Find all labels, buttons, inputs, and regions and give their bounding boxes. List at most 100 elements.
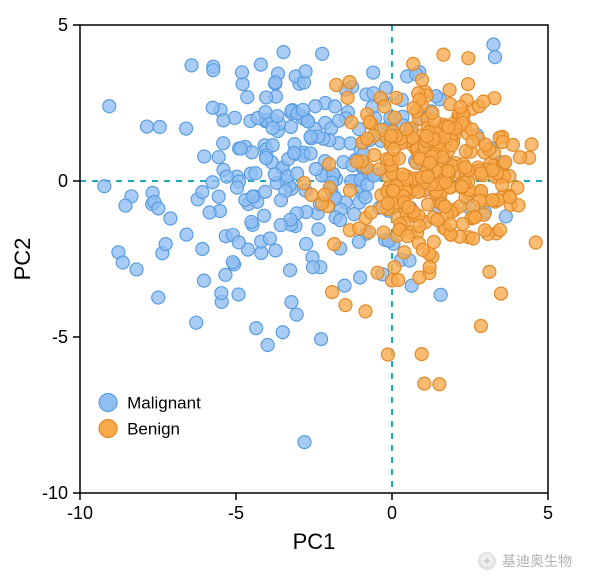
x-tick-label: -10 bbox=[67, 503, 93, 523]
data-point bbox=[431, 213, 444, 226]
data-point bbox=[241, 91, 254, 104]
data-point bbox=[442, 165, 455, 178]
data-point bbox=[306, 261, 319, 274]
data-point bbox=[284, 264, 297, 277]
data-point bbox=[309, 162, 322, 175]
data-point bbox=[387, 143, 400, 156]
legend-label: Benign bbox=[127, 420, 180, 439]
data-point bbox=[416, 243, 429, 256]
y-tick-label: 5 bbox=[58, 15, 68, 35]
data-point bbox=[159, 238, 172, 251]
data-point bbox=[427, 236, 440, 249]
data-point bbox=[315, 333, 328, 346]
data-point bbox=[363, 115, 376, 128]
data-point bbox=[396, 168, 409, 181]
data-point bbox=[103, 100, 116, 113]
y-tick-label: -10 bbox=[42, 483, 68, 503]
data-point bbox=[212, 151, 225, 164]
data-point bbox=[309, 100, 322, 113]
data-point bbox=[140, 120, 153, 133]
data-point bbox=[226, 256, 239, 269]
data-point bbox=[368, 148, 381, 161]
watermark: ✦ 基迪奥生物 bbox=[478, 551, 572, 571]
data-point bbox=[361, 132, 374, 145]
data-point bbox=[339, 299, 352, 312]
data-point bbox=[234, 142, 247, 155]
data-point bbox=[423, 156, 436, 169]
data-point bbox=[461, 78, 474, 91]
data-point bbox=[198, 150, 211, 163]
pca-scatter-container: -10-505-10-505PC1PC2MalignantBenign ✦ 基迪… bbox=[0, 0, 590, 583]
data-point bbox=[421, 198, 434, 211]
data-point bbox=[164, 212, 177, 225]
data-point bbox=[300, 237, 313, 250]
data-point bbox=[385, 129, 398, 142]
data-point bbox=[332, 114, 345, 127]
data-point bbox=[219, 268, 232, 281]
data-point bbox=[459, 161, 472, 174]
data-point bbox=[415, 348, 428, 361]
data-point bbox=[388, 261, 401, 274]
data-point bbox=[212, 190, 225, 203]
data-point bbox=[328, 238, 341, 251]
x-axis-label: PC1 bbox=[293, 529, 336, 554]
y-axis-label: PC2 bbox=[10, 238, 35, 281]
data-point bbox=[196, 186, 209, 199]
data-point bbox=[365, 206, 378, 219]
data-point bbox=[296, 103, 309, 116]
data-point bbox=[381, 348, 394, 361]
data-point bbox=[153, 121, 166, 134]
data-point bbox=[246, 190, 259, 203]
x-tick-label: 0 bbox=[387, 503, 397, 523]
data-point bbox=[269, 76, 282, 89]
data-point bbox=[290, 308, 303, 321]
data-point bbox=[312, 223, 325, 236]
data-point bbox=[152, 202, 165, 215]
data-point bbox=[483, 265, 496, 278]
data-point bbox=[305, 188, 318, 201]
data-point bbox=[260, 152, 273, 165]
data-point bbox=[525, 138, 538, 151]
legend-swatch bbox=[99, 420, 117, 438]
data-point bbox=[343, 76, 356, 89]
data-point bbox=[197, 274, 210, 287]
data-point bbox=[487, 38, 500, 51]
x-tick-label: 5 bbox=[543, 503, 553, 523]
data-point bbox=[387, 184, 400, 197]
watermark-text: 基迪奥生物 bbox=[502, 551, 572, 571]
data-point bbox=[232, 236, 245, 249]
data-point bbox=[323, 158, 336, 171]
data-point bbox=[316, 47, 329, 60]
data-point bbox=[196, 242, 209, 255]
data-point bbox=[367, 66, 380, 79]
data-point bbox=[426, 106, 439, 119]
data-point bbox=[235, 66, 248, 79]
data-point bbox=[269, 244, 282, 257]
y-tick-label: -5 bbox=[52, 327, 68, 347]
data-point bbox=[413, 219, 426, 232]
data-point bbox=[152, 291, 165, 304]
data-point bbox=[377, 226, 390, 239]
data-point bbox=[407, 57, 420, 70]
data-point bbox=[304, 130, 317, 143]
data-point bbox=[277, 46, 290, 59]
data-point bbox=[439, 200, 452, 213]
data-point bbox=[185, 59, 198, 72]
data-point bbox=[249, 167, 262, 180]
data-point bbox=[494, 287, 507, 300]
data-point bbox=[529, 236, 542, 249]
data-point bbox=[180, 122, 193, 135]
data-point bbox=[259, 106, 272, 119]
data-point bbox=[343, 184, 356, 197]
data-point bbox=[455, 180, 468, 193]
data-point bbox=[392, 274, 405, 287]
data-point bbox=[443, 83, 456, 96]
data-point bbox=[274, 194, 287, 207]
data-point bbox=[373, 163, 386, 176]
data-point bbox=[381, 197, 394, 210]
data-point bbox=[299, 65, 312, 78]
data-point bbox=[344, 137, 357, 150]
wechat-icon: ✦ bbox=[478, 552, 496, 570]
data-point bbox=[412, 185, 425, 198]
data-point bbox=[352, 235, 365, 248]
